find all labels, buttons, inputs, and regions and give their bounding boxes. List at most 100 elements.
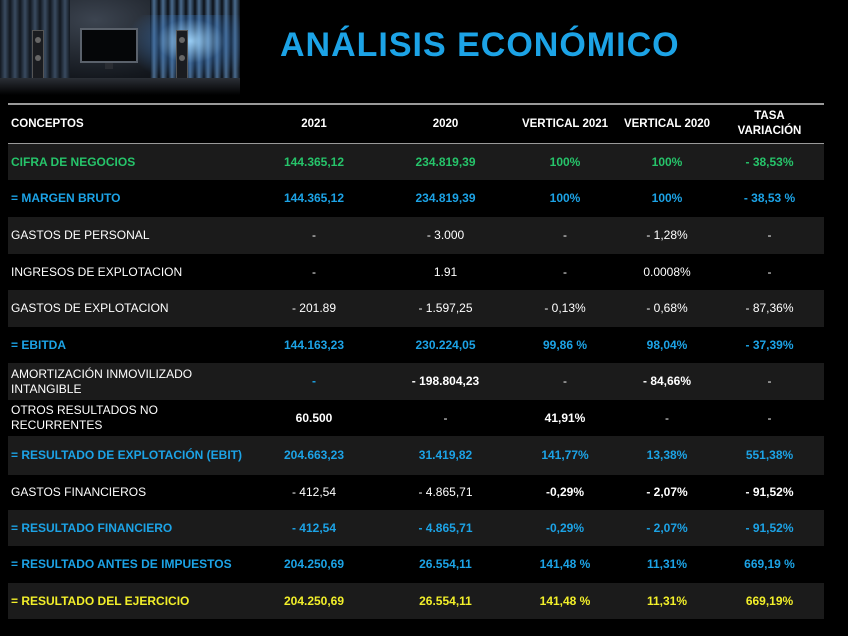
vertical-2021-cell: 41,91% (544, 410, 586, 425)
concept-cell: GASTOS DE PERSONAL (11, 228, 150, 242)
tasa-variacion-cell: 669,19 % (744, 557, 795, 571)
value-2020-cell: - 4.865,71 (418, 520, 473, 535)
header-vertical-2020: VERTICAL 2020 (623, 117, 711, 130)
tasa-variacion-cell: - 38,53 % (743, 191, 796, 205)
speaker-left-icon (32, 30, 44, 88)
vertical-2020-cell: - 2,07% (646, 520, 688, 535)
table-row: = RESULTADO FINANCIERO - 412,54 - 4.865,71… (8, 510, 824, 546)
concept-cell: CIFRA DE NEGOCIOS (11, 154, 136, 169)
tasa-variacion-cell: 669,19% (745, 593, 794, 608)
header-conceptos: CONCEPTOS (11, 117, 84, 130)
vertical-2021-cell: 141,48 % (539, 593, 591, 608)
vertical-2021-cell: 100% (549, 154, 581, 169)
value-2020-cell: 234.819,39 (415, 191, 476, 205)
value-2021-cell: 144.365,12 (283, 154, 345, 169)
concept-cell: = RESULTADO DEL EJERCICIO (11, 593, 190, 608)
concept-cell: AMORTIZACIÓN INMOVILIZADO INTANGIBLE (11, 366, 193, 396)
concept-cell: GASTOS DE EXPLOTACION (11, 301, 169, 315)
value-2020-cell: 230.224,05 (415, 337, 476, 352)
tasa-variacion-cell: - (767, 410, 772, 425)
tasa-variacion-cell: - 91,52% (745, 485, 794, 499)
value-2020-cell: 1.91 (433, 264, 458, 279)
tasa-variacion-cell: - 91,52% (745, 520, 794, 535)
value-2020-cell: 234.819,39 (415, 154, 476, 169)
value-2020-cell: - 4.865,71 (418, 485, 473, 499)
value-2021-cell: 144.163,23 (283, 337, 345, 352)
value-2021-cell: - 412,54 (291, 520, 337, 535)
tasa-variacion-cell: - 38,53% (745, 154, 794, 169)
value-2021-cell: 204.250,69 (283, 593, 345, 608)
concept-cell: INGRESOS DE EXPLOTACION (11, 264, 183, 279)
header-tasa-variacion: TASA VARIACIÓN (737, 110, 802, 137)
table-row: = RESULTADO DE EXPLOTACIÓN (EBIT) 204.663… (8, 436, 824, 475)
vertical-2021-cell: - (563, 264, 567, 279)
value-2020-cell: 31.419,82 (418, 448, 473, 462)
vertical-2021-cell: - (563, 374, 567, 388)
vertical-2020-cell: - (665, 410, 669, 425)
tasa-variacion-cell: - (767, 264, 772, 279)
vertical-2020-cell: 98,04% (646, 337, 688, 352)
value-2021-cell: 60.500 (295, 410, 333, 425)
concept-cell: = EBITDA (11, 337, 67, 352)
value-2021-cell: - (312, 264, 316, 279)
table-row: AMORTIZACIÓN INMOVILIZADO INTANGIBLE - - 1… (8, 363, 824, 400)
concept-cell: OTROS RESULTADOS NO RECURRENTES (11, 403, 158, 432)
header-2021: 2021 (301, 117, 327, 130)
header-vertical-2021: VERTICAL 2021 (521, 117, 609, 130)
vertical-2021-cell: 100% (549, 191, 581, 205)
table-row: = RESULTADO DEL EJERCICIO 204.250,69 26.55… (8, 583, 824, 619)
concept-cell: GASTOS FINANCIEROS (11, 485, 147, 499)
concept-cell: = RESULTADO DE EXPLOTACIÓN (EBIT) (11, 448, 243, 462)
vertical-2021-cell: 141,48 % (539, 557, 591, 571)
table-top-rule (8, 103, 824, 105)
value-2020-cell: - 3.000 (426, 228, 465, 242)
concept-cell: = MARGEN BRUTO (11, 191, 121, 205)
table-row: GASTOS DE PERSONAL - - 3.000 - - 1,28% - (8, 217, 824, 254)
table-row: CIFRA DE NEGOCIOS 144.365,12 234.819,39 100… (8, 144, 824, 180)
table-row: GASTOS FINANCIEROS - 412,54 - 4.865,71 -0,2… (8, 475, 824, 510)
value-2021-cell: 204.663,23 (283, 448, 345, 462)
concept-cell: = RESULTADO FINANCIERO (11, 520, 173, 535)
vertical-2020-cell: 0.0008% (643, 264, 691, 279)
value-2020-cell: - 1.597,25 (418, 301, 473, 315)
table-row: GASTOS DE EXPLOTACION - 201.89 - 1.597,25 -… (8, 290, 824, 327)
table-header-rule (8, 143, 824, 144)
vertical-2020-cell: - 1,28% (646, 228, 688, 242)
table-row: = RESULTADO ANTES DE IMPUESTOS 204.250,69… (8, 546, 824, 583)
value-2021-cell: 144.365,12 (283, 191, 345, 205)
vertical-2020-cell: - 0,68% (646, 301, 688, 315)
vertical-2020-cell: - 84,66% (642, 374, 692, 388)
economic-analysis-table: CONCEPTOS 2021 2020 VERTICAL 2021 VERTICAL 2… (8, 103, 824, 619)
value-2021-cell: - (312, 228, 316, 242)
table-row: = MARGEN BRUTO 144.365,12 234.819,39 100% 10… (8, 180, 824, 217)
table-row: = EBITDA 144.163,23 230.224,05 99,86 % 98,04… (8, 327, 824, 363)
vertical-2021-cell: -0,29% (545, 520, 585, 535)
tasa-variacion-cell: - 37,39% (745, 337, 794, 352)
vertical-2021-cell: - (563, 228, 567, 242)
stage-floor (0, 78, 240, 95)
value-2020-cell: 26.554,11 (419, 593, 472, 608)
vertical-2020-cell: 100% (651, 191, 683, 205)
table-header-row: CONCEPTOS 2021 2020 VERTICAL 2021 VERTICAL 2… (8, 105, 824, 143)
stage-illustration (0, 0, 240, 95)
vertical-2020-cell: 11,31% (646, 593, 688, 608)
page-title: ANÁLISIS ECONÓMICO (280, 26, 680, 64)
table-body: CIFRA DE NEGOCIOS 144.365,12 234.819,39 100… (8, 144, 824, 619)
value-2020-cell: - (443, 410, 448, 425)
vertical-2020-cell: 11,31% (646, 557, 688, 571)
value-2021-cell: - 412,54 (291, 485, 337, 499)
vertical-2021-cell: -0,29% (545, 485, 585, 499)
value-2020-cell: 26.554,11 (419, 557, 472, 571)
tasa-variacion-cell: - (767, 228, 772, 242)
value-2020-cell: - 198.804,23 (411, 374, 480, 388)
tv-stand (105, 63, 113, 69)
vertical-2021-cell: - 0,13% (544, 301, 586, 315)
value-2021-cell: - (312, 374, 316, 388)
table-row: INGRESOS DE EXPLOTACION - 1.91 - 0.0008% - (8, 254, 824, 290)
vertical-2021-cell: 99,86 % (542, 337, 588, 352)
value-2021-cell: - 201.89 (291, 301, 337, 315)
tasa-variacion-cell: 551,38% (745, 448, 794, 462)
vertical-2020-cell: - 2,07% (646, 485, 688, 499)
tasa-variacion-cell: - 87,36% (745, 301, 794, 315)
header-2020: 2020 (432, 117, 459, 130)
